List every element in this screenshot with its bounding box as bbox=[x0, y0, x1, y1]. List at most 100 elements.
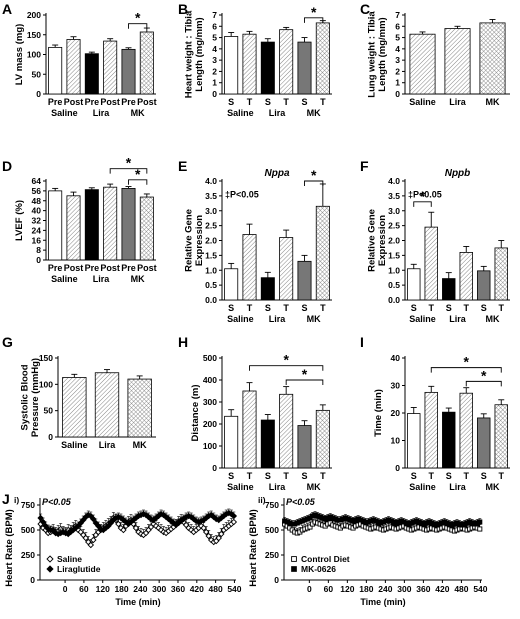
y-axis-label: Distance (m) bbox=[190, 384, 201, 441]
y-tick-label: 3.5 bbox=[205, 191, 217, 201]
group-label: MK bbox=[307, 482, 321, 492]
data-point bbox=[477, 519, 483, 525]
data-point bbox=[202, 528, 210, 536]
x-tick-label: 0 bbox=[307, 584, 312, 594]
p-value-note: P<0.05 bbox=[42, 497, 72, 507]
y-tick-label: 200 bbox=[203, 419, 217, 429]
y-tick-label: 300 bbox=[203, 397, 217, 407]
legend-label: Liraglutide bbox=[57, 564, 101, 574]
group-label: Saline bbox=[227, 108, 254, 118]
legend-entry: Control Diet bbox=[291, 554, 350, 564]
panel-letter: H bbox=[178, 334, 188, 350]
bar bbox=[442, 411, 456, 469]
data-point bbox=[39, 518, 47, 526]
bar bbox=[260, 277, 275, 301]
y-tick-label: 40 bbox=[32, 206, 42, 216]
y-axis-label-line: Relative Gene bbox=[367, 209, 378, 272]
y-tick-label: 0 bbox=[48, 432, 53, 442]
data-point bbox=[90, 536, 97, 544]
group-label: Lira bbox=[269, 482, 287, 492]
data-point bbox=[307, 524, 313, 530]
data-point bbox=[46, 555, 54, 563]
y-tick-label: 4.0 bbox=[388, 176, 400, 186]
category-label: S bbox=[411, 303, 417, 313]
category-label: T bbox=[320, 97, 326, 107]
y-tick-label: 0 bbox=[212, 463, 217, 473]
category-label: S bbox=[265, 471, 271, 481]
y-tick-label: 400 bbox=[203, 375, 217, 385]
bar bbox=[84, 53, 99, 95]
data-point bbox=[215, 534, 222, 542]
category-label: S bbox=[446, 471, 452, 481]
y-tick-label: 0.0 bbox=[205, 295, 217, 305]
y-tick-label: 0 bbox=[395, 89, 400, 99]
y-tick-label: 32 bbox=[32, 216, 42, 226]
bar bbox=[479, 22, 506, 95]
x-tick-label: 240 bbox=[378, 584, 392, 594]
significance-star: * bbox=[311, 4, 317, 20]
data-point bbox=[46, 565, 54, 573]
category-label: S bbox=[411, 471, 417, 481]
legend-label: MK-0626 bbox=[301, 564, 336, 574]
group-label: MK bbox=[131, 108, 145, 118]
legend-entry: Liraglutide bbox=[46, 564, 101, 574]
y-tick-label: 500 bbox=[265, 525, 279, 535]
bar bbox=[260, 41, 275, 95]
x-tick-label: 180 bbox=[359, 584, 373, 594]
bar bbox=[444, 28, 471, 95]
legend-entry: Saline bbox=[46, 554, 82, 564]
y-tick-label: 150 bbox=[27, 30, 41, 40]
y-tick-label: 6 bbox=[212, 21, 217, 31]
group-label: Saline bbox=[51, 274, 78, 284]
category-label: T bbox=[247, 97, 253, 107]
y-tick-label: 1.0 bbox=[388, 265, 400, 275]
bar bbox=[297, 425, 312, 469]
significance-bracket bbox=[128, 23, 148, 29]
y-tick-label: 750 bbox=[21, 500, 35, 510]
significance-star: * bbox=[302, 366, 308, 382]
bar bbox=[242, 234, 257, 301]
category-label: T bbox=[283, 303, 289, 313]
bar bbox=[459, 251, 473, 301]
x-tick-label: 120 bbox=[340, 584, 354, 594]
x-tick-label: 0 bbox=[63, 584, 68, 594]
y-tick-label: 2.5 bbox=[388, 221, 400, 231]
bar bbox=[48, 190, 63, 261]
category-label: T bbox=[464, 471, 470, 481]
group-label: Lira bbox=[93, 108, 111, 118]
data-point bbox=[37, 514, 44, 522]
category-label: Lira bbox=[99, 440, 117, 450]
data-point bbox=[82, 534, 90, 542]
significance-bracket bbox=[465, 380, 502, 387]
y-axis-label-line: Length (mg/mm) bbox=[377, 17, 388, 91]
y-axis-label: Time (min) bbox=[373, 389, 384, 437]
panel-f: F Relative GeneExpression 0.0 0.5 1.0 1.5 2.0 2… bbox=[360, 158, 510, 324]
y-tick-label: 24 bbox=[32, 225, 42, 235]
bar bbox=[315, 205, 330, 301]
group-label: Saline bbox=[227, 482, 254, 492]
y-tick-label: 1.5 bbox=[388, 250, 400, 260]
bar bbox=[407, 413, 421, 469]
y-tick-label: 3.0 bbox=[205, 206, 217, 216]
bar bbox=[48, 46, 63, 95]
y-axis-label: Heart weight : TibiaLength (mg/mm) bbox=[184, 10, 205, 98]
category-label: Post bbox=[137, 97, 157, 107]
p-value-note: ‡P<0.05 bbox=[408, 190, 442, 200]
x-tick-label: 420 bbox=[435, 584, 449, 594]
group-label: MK bbox=[486, 482, 500, 492]
category-label: S bbox=[265, 303, 271, 313]
x-tick-label: 540 bbox=[227, 584, 241, 594]
p-value-note: ‡P<0.05 bbox=[225, 190, 259, 200]
y-tick-label: 50 bbox=[32, 69, 42, 79]
y-tick-label: 0 bbox=[395, 463, 400, 473]
significance-bracket bbox=[413, 201, 432, 207]
category-label: S bbox=[301, 303, 307, 313]
category-label: S bbox=[481, 471, 487, 481]
data-point bbox=[230, 512, 238, 520]
data-point bbox=[132, 524, 140, 532]
data-point bbox=[291, 556, 297, 562]
y-tick-label: 100 bbox=[203, 441, 217, 451]
bar bbox=[315, 409, 330, 469]
